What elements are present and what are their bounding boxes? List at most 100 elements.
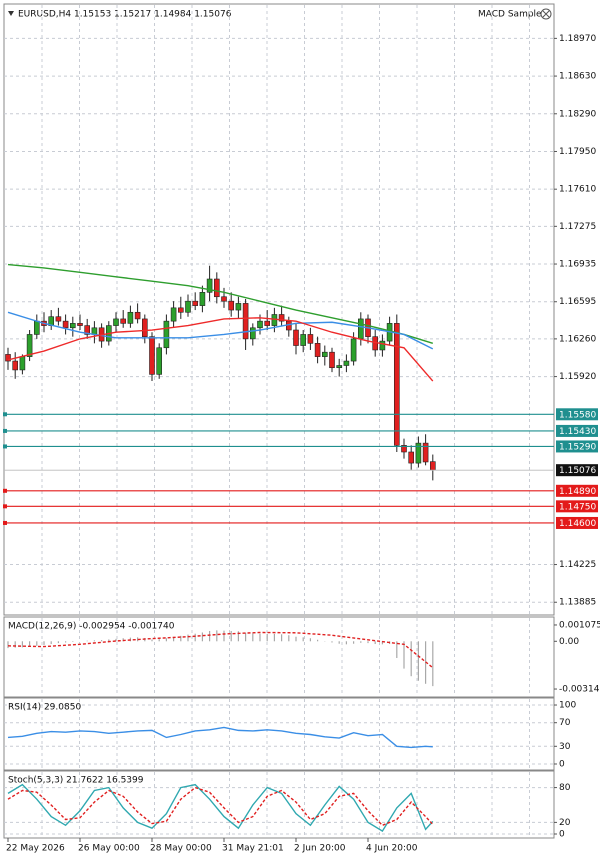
candle-body [214, 278, 220, 298]
level-handle [3, 520, 7, 525]
y-tick-label: 1.13885 [559, 598, 596, 608]
level-handle [3, 428, 7, 433]
candle-body [185, 300, 191, 313]
candle-body [156, 347, 162, 375]
candle-body [264, 320, 271, 326]
candle-body [170, 307, 177, 322]
symbol-menu-arrow[interactable] [8, 11, 14, 16]
y-tick-label: 1.14225 [559, 560, 596, 570]
candle-body [415, 442, 422, 464]
y-tick-label: 1.15920 [559, 372, 596, 382]
candle-body [393, 323, 400, 446]
x-tick-label: 28 May 00:00 [150, 844, 212, 854]
level-label-box [556, 500, 598, 513]
candle-body [120, 318, 126, 324]
indicator-line [7, 631, 434, 669]
candle-body [357, 318, 364, 340]
candle-body [134, 311, 141, 320]
level-handle [3, 444, 7, 449]
panel-frame [3, 616, 555, 698]
last-price-label: 1.15076 [559, 466, 596, 476]
panel-frame [3, 770, 555, 839]
candle-body [314, 343, 321, 357]
candle-body [321, 351, 328, 357]
expert-name: MACD Sample [478, 10, 542, 20]
last-price-box [556, 464, 598, 477]
y-tick-label: 0.001075 [559, 620, 600, 630]
y-tick-label: 1.18630 [559, 72, 596, 82]
candle-body [26, 334, 33, 357]
candle-body [142, 318, 148, 337]
y-tick-label: 0 [559, 759, 565, 769]
level-label-box [556, 440, 598, 453]
candle-body [271, 314, 278, 326]
indicator-line [7, 786, 434, 827]
level-label-box [556, 516, 598, 529]
candle-body [250, 327, 256, 340]
level-label: 1.14890 [559, 487, 596, 497]
indicator-line [7, 783, 434, 833]
panel-frame [3, 3, 555, 616]
level-handle [3, 412, 7, 417]
candle-body [293, 329, 299, 346]
candle-body [379, 340, 386, 351]
y-tick-label: 1.17275 [559, 222, 596, 232]
y-tick-label: 70 [559, 718, 571, 728]
candle-body [242, 303, 249, 340]
panel-frame [3, 697, 555, 771]
y-tick-label: 1.16595 [559, 297, 596, 307]
candle-body [228, 300, 234, 311]
candle-body [33, 320, 40, 335]
y-tick-label: -0.003145 [559, 685, 600, 695]
level-label: 1.15290 [559, 442, 596, 452]
candle-body [19, 356, 26, 371]
level-label: 1.14600 [559, 519, 596, 529]
candle-body [149, 336, 155, 375]
candle-body [5, 354, 11, 362]
indicator-line [7, 726, 433, 749]
x-tick-label: 2 Jun 20:00 [294, 844, 346, 854]
y-tick-label: 0 [559, 829, 565, 839]
candle-body [62, 320, 69, 329]
indicator-title: RSI(14) 29.0850 [8, 703, 81, 713]
y-tick-label: 80 [559, 783, 571, 793]
level-label: 1.15580 [559, 410, 596, 420]
candle-body [127, 311, 134, 324]
x-tick-label: 4 Jun 20:00 [366, 844, 418, 854]
candle-body [278, 314, 285, 322]
level-label: 1.15430 [559, 427, 596, 437]
candle-body [329, 351, 335, 369]
y-tick-label: 20 [559, 818, 571, 828]
candle-body [422, 442, 429, 463]
y-tick-label: 100 [559, 701, 576, 711]
candle-body [12, 360, 18, 371]
candle-body [343, 360, 350, 366]
expert-remove-icon [542, 10, 550, 18]
chart-title: EURUSD,H4 1.15153 1.15217 1.14984 1.1507… [18, 10, 232, 20]
candle-body [336, 365, 343, 369]
level-label-box [556, 484, 598, 497]
candle-body [408, 451, 415, 464]
y-tick-label: 1.17610 [559, 185, 596, 195]
candle-body [221, 296, 227, 302]
candle-body [307, 334, 314, 344]
candle-body [199, 292, 206, 306]
candle-body [300, 334, 307, 346]
y-tick-label: 1.18970 [559, 34, 596, 44]
indicator-line [7, 311, 434, 350]
candle-body [163, 320, 170, 349]
candle-body [350, 338, 357, 362]
candle-body [55, 316, 62, 322]
level-label-box [556, 408, 598, 421]
y-tick-label: 0.00 [559, 637, 579, 647]
level-handle [3, 488, 7, 493]
expert-remove-button[interactable] [540, 8, 552, 20]
candle-body [91, 327, 98, 335]
candle-body [429, 461, 436, 471]
candle-body [235, 303, 242, 311]
candle-body [178, 307, 184, 313]
candle-body [192, 300, 198, 306]
